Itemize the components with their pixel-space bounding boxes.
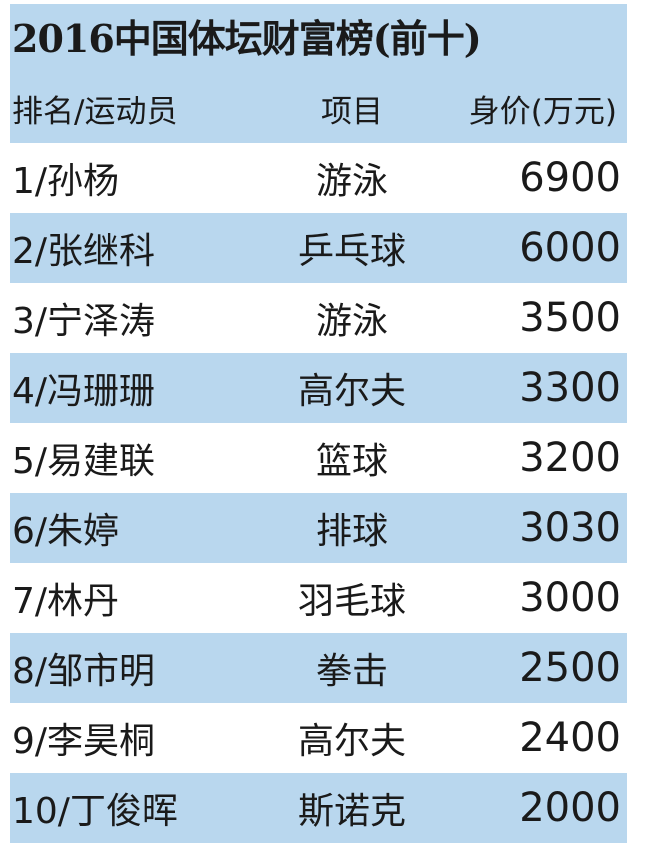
header-row: 排名/运动员 项目 身价(万元) xyxy=(10,74,627,143)
sport-cell: 斯诺克 xyxy=(297,791,406,832)
table-row: 4/冯珊珊 高尔夫 3300 xyxy=(10,353,627,423)
table-row: 5/易建联 篮球 3200 xyxy=(10,423,627,493)
sport-cell: 高尔夫 xyxy=(297,721,406,762)
value-cell: 3300 xyxy=(519,365,621,411)
athlete-cell: 5/易建联 xyxy=(12,441,156,482)
sport-cell: 高尔夫 xyxy=(297,371,406,412)
athlete-cell: 8/邹市明 xyxy=(12,651,156,692)
athlete-cell: 2/张继科 xyxy=(12,231,156,272)
table-row: 1/孙杨 游泳 6900 xyxy=(10,143,627,213)
athlete-cell: 6/朱婷 xyxy=(12,511,120,552)
value-cell: 3200 xyxy=(519,435,621,481)
sport-cell: 拳击 xyxy=(315,651,388,692)
value-cell: 2400 xyxy=(519,715,621,761)
athlete-cell: 4/冯珊珊 xyxy=(12,371,156,412)
table-row: 10/丁俊晖 斯诺克 2000 xyxy=(10,773,627,843)
sport-cell: 游泳 xyxy=(315,301,388,342)
table-row: 3/宁泽涛 游泳 3500 xyxy=(10,283,627,353)
table-row: 7/林丹 羽毛球 3000 xyxy=(10,563,627,633)
table-title: 2016中国体坛财富榜(前十) xyxy=(10,4,627,74)
sport-cell: 羽毛球 xyxy=(297,581,406,622)
athlete-cell: 1/孙杨 xyxy=(12,161,120,202)
sport-cell: 乒乓球 xyxy=(297,231,406,272)
value-cell: 3030 xyxy=(519,505,621,551)
sport-cell: 排球 xyxy=(315,511,388,552)
athlete-cell: 7/林丹 xyxy=(12,581,120,622)
wealth-ranking-table: 2016中国体坛财富榜(前十) 排名/运动员 项目 身价(万元) 1/孙杨 游泳 6… xyxy=(10,4,627,843)
table-row: 9/李昊桐 高尔夫 2400 xyxy=(10,703,627,773)
table-body: 1/孙杨 游泳 6900 2/张继科 乒乓球 6000 3/宁泽涛 游泳 3500 4/冯珊珊 高尔… xyxy=(10,143,627,843)
table-row: 8/邹市明 拳击 2500 xyxy=(10,633,627,703)
header-sport: 项目 xyxy=(321,94,383,130)
value-cell: 2500 xyxy=(519,645,621,691)
value-cell: 6900 xyxy=(519,155,621,201)
value-cell: 2000 xyxy=(519,785,621,831)
value-cell: 3000 xyxy=(519,575,621,621)
sport-cell: 游泳 xyxy=(315,161,388,202)
value-cell: 6000 xyxy=(519,225,621,271)
header-athlete: 排名/运动员 xyxy=(12,94,178,130)
athlete-cell: 3/宁泽涛 xyxy=(12,301,156,342)
header-value: 身价(万元) xyxy=(468,94,617,130)
athlete-cell: 9/李昊桐 xyxy=(12,721,156,762)
sport-cell: 篮球 xyxy=(315,441,388,482)
table-row: 6/朱婷 排球 3030 xyxy=(10,493,627,563)
athlete-cell: 10/丁俊晖 xyxy=(12,791,178,832)
table-row: 2/张继科 乒乓球 6000 xyxy=(10,213,627,283)
value-cell: 3500 xyxy=(519,295,621,341)
